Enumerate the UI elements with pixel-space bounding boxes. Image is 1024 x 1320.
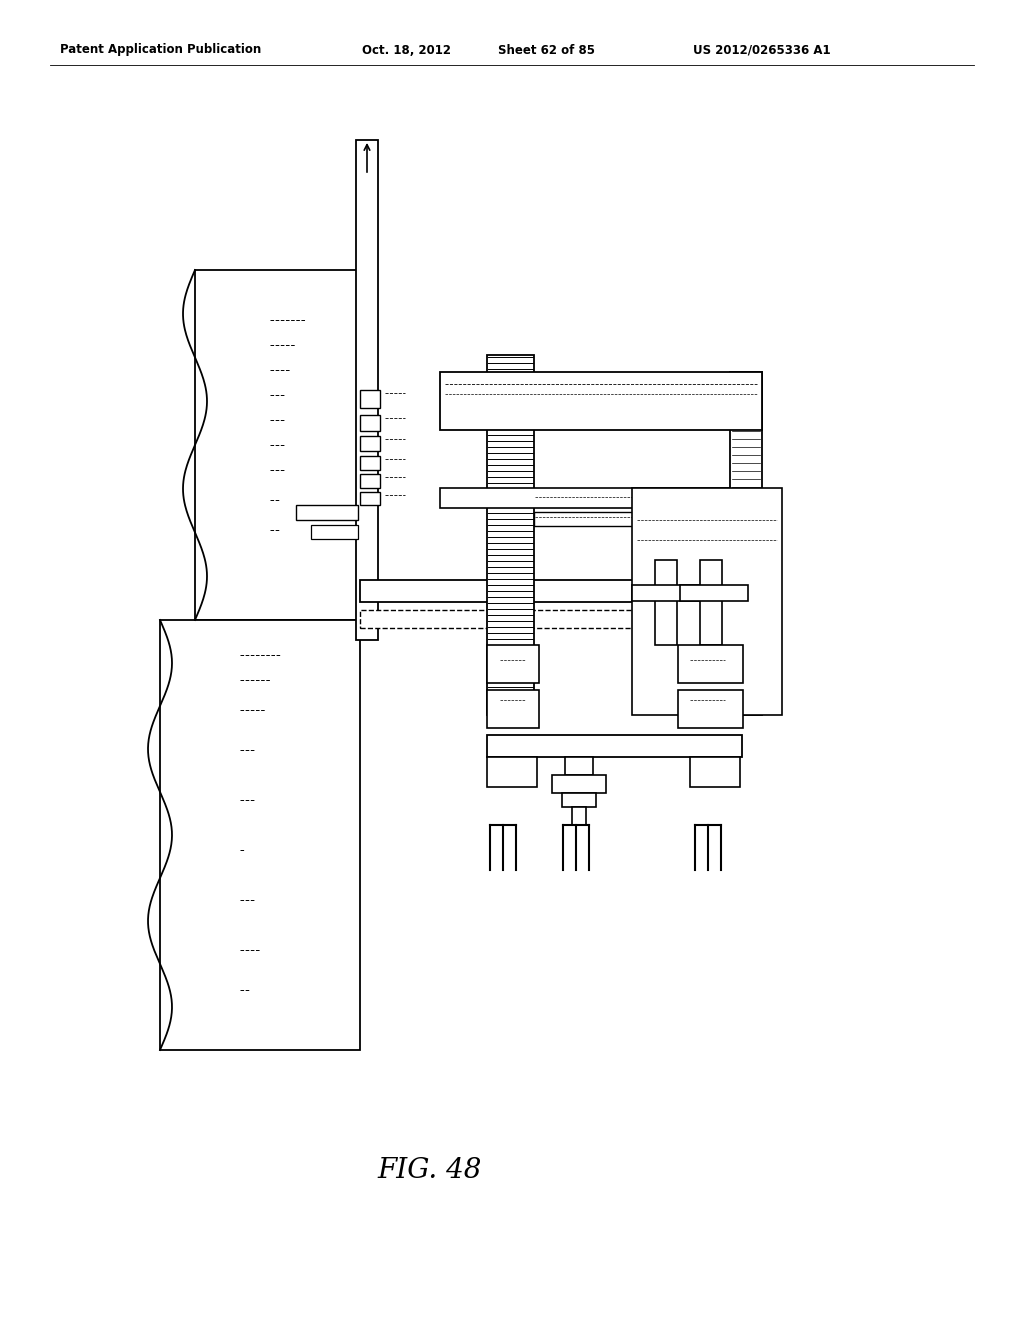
- Bar: [360, 414, 380, 432]
- Bar: [360, 474, 380, 488]
- Bar: [487, 645, 539, 682]
- Bar: [296, 506, 358, 520]
- Bar: [440, 488, 730, 508]
- Bar: [730, 372, 762, 715]
- Text: Sheet 62 of 85: Sheet 62 of 85: [498, 44, 595, 57]
- Text: Oct. 18, 2012: Oct. 18, 2012: [362, 44, 451, 57]
- Bar: [680, 585, 748, 601]
- Bar: [678, 645, 743, 682]
- Bar: [360, 455, 380, 470]
- Bar: [632, 585, 700, 601]
- Bar: [356, 140, 378, 640]
- Bar: [360, 492, 380, 506]
- Text: FIG. 48: FIG. 48: [378, 1156, 482, 1184]
- Bar: [565, 756, 593, 775]
- Bar: [440, 372, 762, 430]
- Bar: [552, 775, 606, 793]
- Text: Patent Application Publication: Patent Application Publication: [60, 44, 261, 57]
- Bar: [487, 355, 534, 715]
- Bar: [700, 560, 722, 645]
- Bar: [487, 756, 537, 787]
- Bar: [160, 620, 360, 1049]
- Bar: [360, 579, 700, 602]
- Bar: [632, 488, 782, 715]
- Bar: [534, 512, 634, 525]
- Bar: [487, 735, 742, 756]
- Bar: [562, 793, 596, 807]
- Bar: [487, 690, 539, 729]
- Bar: [360, 389, 380, 408]
- Bar: [655, 560, 677, 645]
- Bar: [360, 436, 380, 451]
- Text: US 2012/0265336 A1: US 2012/0265336 A1: [693, 44, 830, 57]
- Bar: [360, 610, 700, 628]
- Bar: [195, 271, 360, 620]
- Bar: [311, 525, 358, 539]
- Bar: [678, 690, 743, 729]
- Bar: [572, 807, 586, 825]
- Bar: [690, 756, 740, 787]
